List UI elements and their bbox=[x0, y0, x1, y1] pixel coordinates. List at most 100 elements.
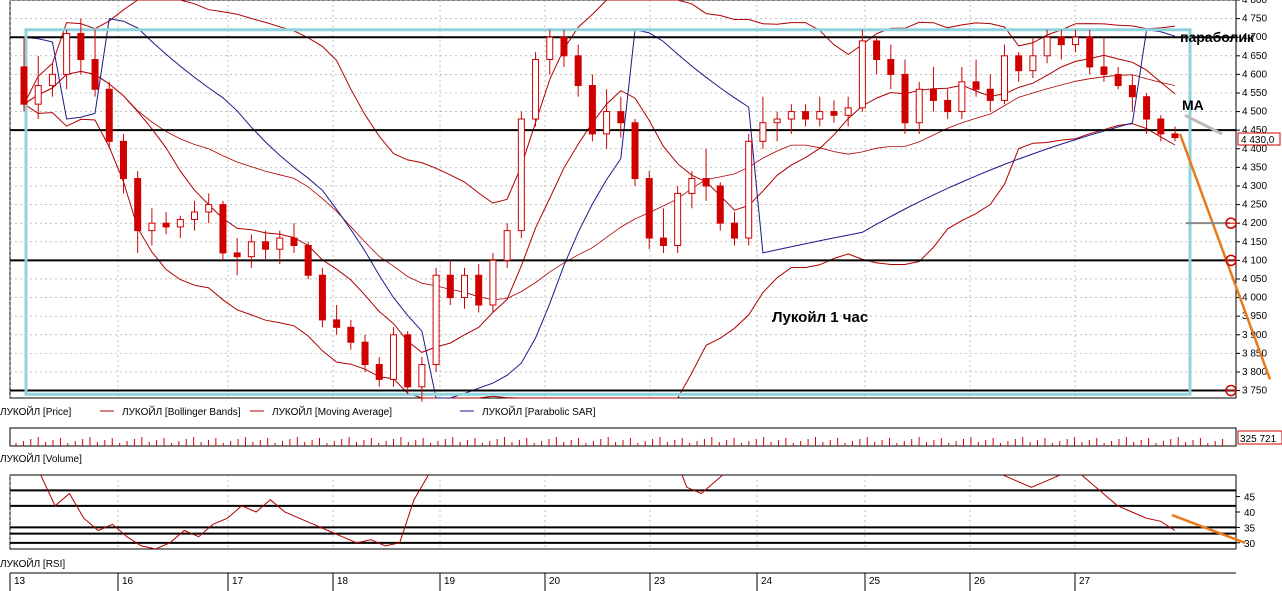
candle bbox=[588, 74, 596, 142]
volume-bars bbox=[15, 437, 1224, 446]
rsi-legend: ЛУКОЙЛ [RSI] bbox=[0, 557, 65, 570]
y-tick-label: 4 750 bbox=[1242, 14, 1267, 25]
candle bbox=[574, 44, 582, 97]
ma-extension-line bbox=[1184, 113, 1223, 136]
rsi-panel bbox=[9, 474, 1237, 550]
candle-body bbox=[645, 178, 653, 239]
date-tick-label: 13 bbox=[14, 576, 26, 587]
candle-body bbox=[34, 85, 42, 105]
date-tick-label: 16 bbox=[122, 576, 134, 587]
candle bbox=[986, 74, 994, 112]
candle bbox=[617, 96, 625, 138]
y-tick-label: 4 450 bbox=[1242, 125, 1267, 136]
candle bbox=[844, 96, 852, 127]
candle-body bbox=[1086, 36, 1094, 68]
candle-body bbox=[1128, 85, 1136, 98]
rsi-levels bbox=[10, 489, 1246, 545]
candle-body bbox=[915, 88, 923, 124]
candle bbox=[972, 59, 980, 97]
candle bbox=[1000, 44, 1008, 105]
candle bbox=[119, 133, 127, 194]
candle bbox=[858, 29, 866, 112]
candle bbox=[418, 357, 426, 402]
candle bbox=[603, 89, 611, 149]
legend: ЛУКОЙЛ [Price] ЛУКОЙЛ [Bollinger Bands] ЛУ… bbox=[0, 405, 596, 418]
candle-body bbox=[20, 66, 28, 105]
candle bbox=[404, 331, 412, 395]
candle-body bbox=[1157, 118, 1165, 135]
candle bbox=[318, 267, 326, 328]
bollinger-upper bbox=[23, 0, 1176, 204]
candle bbox=[262, 230, 270, 261]
candle-body bbox=[972, 81, 980, 90]
candle bbox=[674, 185, 682, 253]
candle bbox=[1100, 37, 1108, 82]
rsi-tick-label: 45 bbox=[1244, 493, 1256, 504]
candle bbox=[162, 212, 170, 235]
date-tick-label: 23 bbox=[654, 576, 666, 587]
candle-body bbox=[77, 32, 85, 61]
rsi-tick-label: 30 bbox=[1244, 539, 1256, 550]
forecast-down-line bbox=[1178, 133, 1272, 380]
volume-legend: ЛУКОЙЛ [Volume] bbox=[0, 452, 82, 465]
candle bbox=[546, 29, 554, 75]
candle bbox=[20, 37, 28, 112]
candle-body bbox=[461, 274, 469, 299]
candle-body bbox=[347, 326, 355, 343]
bollinger-bands bbox=[23, 0, 1176, 399]
candle-body bbox=[844, 107, 852, 116]
candle-body bbox=[48, 73, 56, 87]
candle-body bbox=[802, 111, 810, 120]
candle bbox=[958, 66, 966, 120]
candle-body bbox=[1000, 55, 1008, 101]
candle bbox=[503, 223, 511, 268]
volume-value: 325 721 bbox=[1240, 434, 1277, 445]
date-tick-label: 27 bbox=[1079, 576, 1091, 587]
candle bbox=[1114, 66, 1122, 90]
rsi-series bbox=[39, 475, 1176, 549]
rsi-grid bbox=[9, 475, 1076, 549]
rsi-forecast-line bbox=[1171, 513, 1246, 545]
forecast-lines bbox=[1178, 113, 1272, 397]
candle bbox=[1072, 29, 1080, 53]
candle bbox=[361, 334, 369, 372]
candle bbox=[1043, 29, 1051, 64]
candle-body bbox=[901, 73, 909, 124]
y-tick-label: 4 550 bbox=[1242, 88, 1267, 99]
candle-body bbox=[702, 178, 710, 187]
candle-body bbox=[631, 122, 639, 180]
candle-body bbox=[929, 88, 937, 101]
candle-body bbox=[759, 122, 767, 142]
candle-body bbox=[134, 178, 142, 232]
candle-body bbox=[944, 99, 952, 113]
candle bbox=[333, 305, 341, 335]
candle-body bbox=[176, 218, 184, 228]
y-tick-label: 3 750 bbox=[1242, 386, 1267, 397]
candle-body bbox=[887, 59, 895, 75]
rsi-line bbox=[39, 475, 1176, 549]
candle-body bbox=[446, 274, 454, 299]
date-axis: 13 16 17 18 19 20 23 24 25 26 27 bbox=[9, 573, 1091, 591]
candle bbox=[34, 55, 42, 120]
candle bbox=[659, 208, 667, 253]
y-tick-label: 3 950 bbox=[1242, 311, 1267, 322]
candle-body bbox=[418, 364, 426, 388]
moving-average-line bbox=[23, 54, 1176, 353]
candle bbox=[1128, 74, 1136, 112]
candle-body bbox=[475, 274, 483, 306]
candle-body bbox=[532, 59, 540, 120]
candle bbox=[702, 148, 710, 201]
y-tick-label: 4 400 bbox=[1242, 144, 1267, 155]
legend-label: ЛУКОЙЛ [Bollinger Bands] bbox=[122, 405, 241, 418]
horizontal-levels bbox=[10, 28, 1236, 396]
candle bbox=[944, 89, 952, 120]
candle bbox=[816, 96, 824, 127]
candle-body bbox=[1043, 36, 1051, 57]
candle-body bbox=[1015, 55, 1023, 72]
candle bbox=[205, 193, 213, 224]
candle-body bbox=[63, 32, 71, 75]
candle-body bbox=[247, 241, 255, 258]
candle-body bbox=[1100, 66, 1108, 75]
candle-body bbox=[688, 178, 696, 194]
candle bbox=[1057, 29, 1065, 60]
